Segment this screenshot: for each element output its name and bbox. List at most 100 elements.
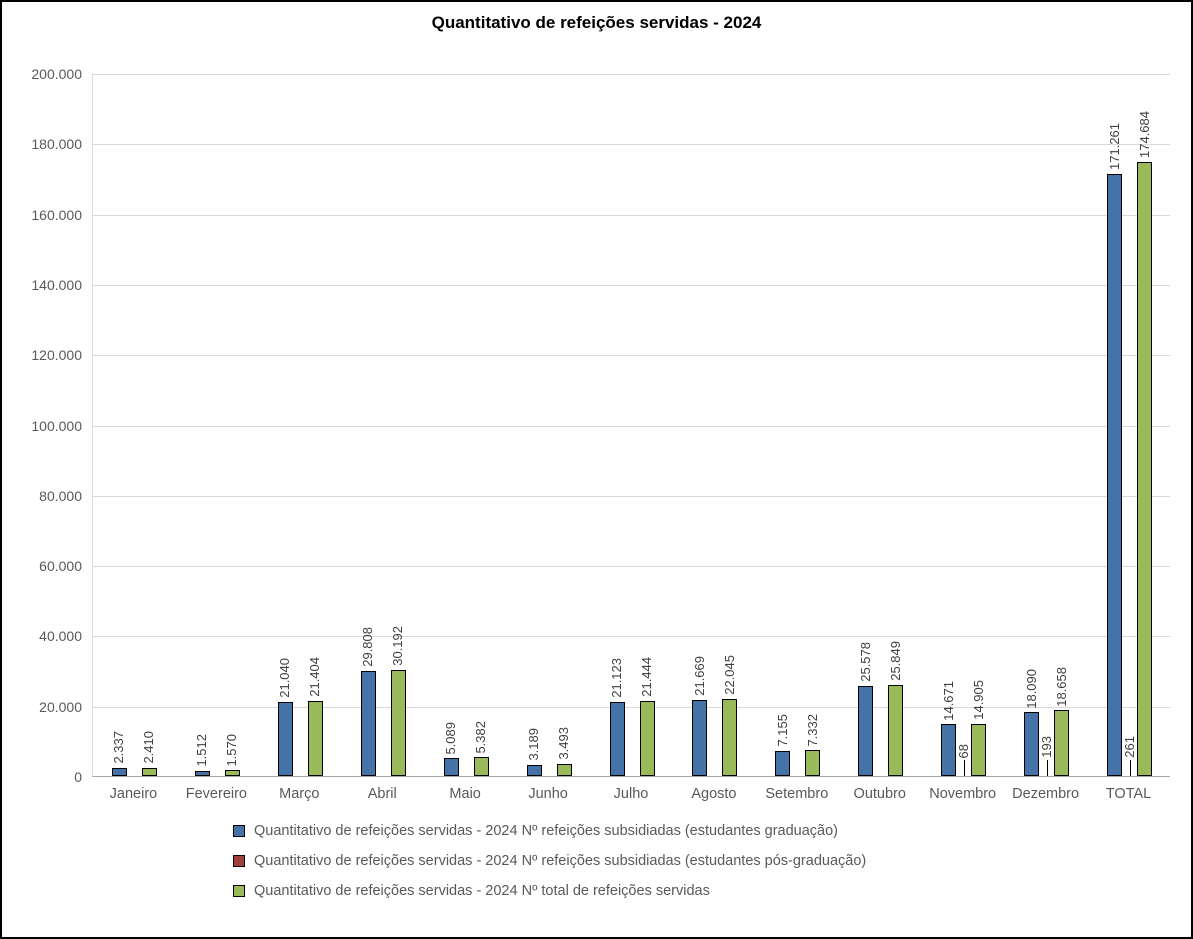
bar-refeicoes-subsidiadas-graduacao [1024,712,1040,776]
bar-refeicoes-subsidiadas-graduacao [360,671,376,776]
bar-refeicoes-subsidiadas-graduacao [443,758,459,776]
y-tick-label: 80.000 [39,487,82,504]
y-gridline [93,425,1170,427]
y-tick-label: 40.000 [39,628,82,645]
bar-total-refeicoes-servidas [141,767,157,776]
bar-label-total-refeicoes-servidas: 25.849 [887,641,903,682]
y-tick-label: 100.000 [31,417,82,434]
bar-label-refeicoes-subsidiadas-graduacao: 21.040 [277,658,293,699]
bar-label-total-refeicoes-servidas: 3.493 [556,727,572,760]
legend-label: Quantitativo de refeições servidas - 202… [254,883,710,899]
bar-total-refeicoes-servidas [307,700,323,776]
legend-item: Quantitativo de refeições servidas - 202… [233,853,866,869]
bar-label-total-refeicoes-servidas: 7.332 [804,713,820,747]
bar-label-refeicoes-subsidiadas-graduacao: 7.155 [774,714,790,747]
bar-label-refeicoes-subsidiadas-pos-graduacao: 193 [1038,736,1054,758]
y-gridline [93,74,1170,75]
y-gridline [93,284,1170,286]
bar-label-refeicoes-subsidiadas-graduacao: 25.578 [857,642,873,683]
bar-total-refeicoes-servidas [390,669,406,776]
bar-label-refeicoes-subsidiadas-graduacao: 29.808 [360,627,376,668]
bar-refeicoes-subsidiadas-graduacao [858,686,874,776]
bar-total-refeicoes-servidas [224,770,240,776]
y-tick-label: 20.000 [39,698,82,715]
legend-item: Quantitativo de refeições servidas - 202… [233,883,866,899]
legend: Quantitativo de refeições servidas - 202… [233,823,866,899]
bar-refeicoes-subsidiadas-graduacao [775,750,791,776]
x-axis-label: TOTAL [1105,786,1152,802]
bar-label-refeicoes-subsidiadas-graduacao: 3.189 [526,728,542,761]
legend-label: Quantitativo de refeições servidas - 202… [254,823,839,839]
x-axis-label: Maio [449,786,481,802]
bar-total-refeicoes-servidas [805,750,821,776]
bar-total-refeicoes-servidas [971,723,987,776]
bar-refeicoes-subsidiadas-graduacao [277,702,293,776]
bar-label-refeicoes-subsidiadas-pos-graduacao: 261 [1121,736,1137,758]
y-tick-label: 0 [74,769,82,785]
legend-label: Quantitativo de refeições servidas - 202… [254,853,867,869]
bar-label-total-refeicoes-servidas: 14.905 [970,679,986,720]
legend-item: Quantitativo de refeições servidas - 202… [233,823,866,839]
bar-label-refeicoes-subsidiadas-graduacao: 2.337 [111,731,127,764]
x-axis-label: Dezembro [1012,786,1080,802]
y-gridline [93,495,1170,497]
bar-total-refeicoes-servidas [473,757,489,776]
label-leader-line [1046,760,1048,776]
bar-refeicoes-subsidiadas-graduacao [1107,174,1123,776]
bar-label-total-refeicoes-servidas: 2.410 [141,730,157,764]
bar-refeicoes-subsidiadas-graduacao [609,701,625,776]
label-leader-line [1129,760,1131,776]
y-gridline [93,355,1170,357]
bar-label-refeicoes-subsidiadas-graduacao: 18.090 [1023,668,1039,709]
y-tick-label: 140.000 [31,276,82,293]
y-tick-label: 60.000 [39,558,82,575]
legend-swatch [233,885,245,897]
y-gridline [93,636,1170,638]
bar-label-total-refeicoes-servidas: 5.382 [473,720,489,754]
y-gridline [93,706,1170,708]
bar-label-refeicoes-subsidiadas-graduacao: 21.123 [609,658,624,698]
x-axis-label: Setembro [765,786,829,802]
x-axis-label: Janeiro [109,786,158,802]
x-axis-label: Outubro [853,786,906,802]
bar-total-refeicoes-servidas [556,763,572,776]
bar-label-total-refeicoes-servidas: 21.444 [639,656,654,697]
bar-label-refeicoes-subsidiadas-graduacao: 14.671 [940,680,956,721]
bar-refeicoes-subsidiadas-graduacao [692,699,708,776]
y-gridline [93,566,1170,568]
y-tick-label: 120.000 [31,347,82,364]
bar-label-refeicoes-subsidiadas-pos-graduacao: 68 [955,743,971,758]
bar-total-refeicoes-servidas [1137,162,1153,776]
legend-swatch [233,825,245,837]
bar-total-refeicoes-servidas [639,700,655,776]
plot-area: 2.337 2.410 1.512 1.570 21.040 21.404 29.808 30… [92,74,1170,777]
bar-refeicoes-subsidiadas-graduacao [526,764,542,776]
bar-total-refeicoes-servidas [1054,710,1070,776]
bar-total-refeicoes-servidas [888,685,904,776]
bar-label-total-refeicoes-servidas: 1.570 [224,733,240,767]
bar-refeicoes-subsidiadas-graduacao [194,770,210,776]
bar-label-total-refeicoes-servidas: 22.045 [721,654,737,695]
bar-label-refeicoes-subsidiadas-graduacao: 5.089 [443,721,459,755]
bar-label-total-refeicoes-servidas: 21.404 [307,657,323,697]
y-gridline [93,214,1170,216]
y-tick-label: 180.000 [31,136,82,153]
x-axis-label: Novembro [929,786,997,802]
bar-label-total-refeicoes-servidas: 174.684 [1136,111,1152,158]
label-leader-line [963,760,965,776]
bar-refeicoes-subsidiadas-graduacao [941,724,957,776]
y-tick-label: 160.000 [31,206,82,223]
bar-label-refeicoes-subsidiadas-graduacao: 171.261 [1106,123,1122,171]
y-gridline [93,144,1170,146]
bar-label-refeicoes-subsidiadas-graduacao: 21.669 [691,656,707,696]
x-axis-label: Abril [367,786,397,802]
chart-title: Quantitativo de refeições servidas - 202… [431,13,762,32]
bar-refeicoes-subsidiadas-graduacao [111,767,127,776]
x-axis-label: Agosto [691,786,737,802]
x-axis-label: Junho [528,786,568,802]
bar-label-total-refeicoes-servidas: 18.658 [1053,666,1069,707]
x-axis-label: Julho [613,786,649,802]
x-axis-label: Março [279,786,320,802]
y-tick-label: 200.000 [31,66,82,82]
